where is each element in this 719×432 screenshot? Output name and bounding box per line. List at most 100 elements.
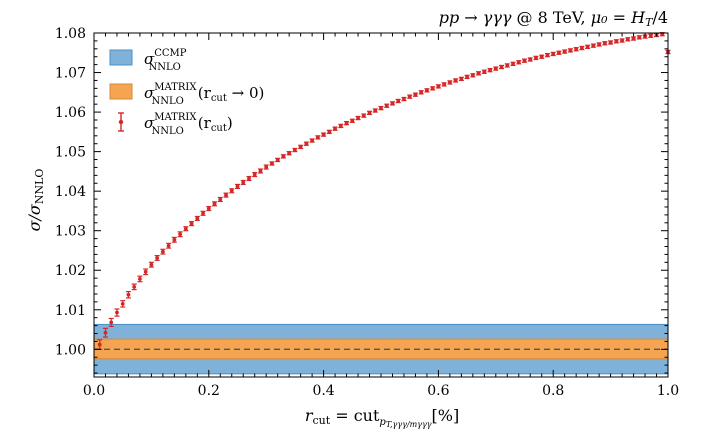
y-tick-label-6: 1.05 bbox=[55, 145, 86, 161]
data-point-87 bbox=[590, 43, 596, 48]
data-point-30 bbox=[263, 164, 269, 170]
data-point-26 bbox=[240, 179, 246, 186]
data-point-20 bbox=[206, 205, 212, 212]
data-point-7 bbox=[131, 283, 137, 291]
data-point-56 bbox=[412, 92, 418, 97]
data-point-69 bbox=[487, 67, 493, 73]
data-points bbox=[97, 32, 671, 350]
y-tick-label-3: 1.02 bbox=[55, 263, 86, 279]
data-point-73 bbox=[510, 61, 516, 67]
data-point-90 bbox=[608, 40, 614, 45]
data-point-8 bbox=[137, 275, 143, 283]
x-axis-ticks: 0.0 0.2 0.4 0.6 0.8 1.0 bbox=[83, 33, 679, 399]
data-point-66 bbox=[470, 73, 476, 78]
data-point-38 bbox=[309, 138, 315, 143]
data-point-21 bbox=[212, 201, 218, 207]
data-point-12 bbox=[160, 248, 166, 255]
data-point-2 bbox=[102, 327, 108, 338]
data-point-40 bbox=[321, 132, 327, 137]
legend-marker-matrix-rcut bbox=[118, 112, 124, 132]
data-point-44 bbox=[344, 120, 350, 126]
data-point-37 bbox=[303, 141, 309, 146]
legend-swatch-ccmp bbox=[109, 49, 133, 66]
data-point-64 bbox=[458, 76, 464, 82]
data-point-24 bbox=[229, 188, 235, 194]
data-point-75 bbox=[522, 58, 527, 63]
legend-swatch-matrix-limit bbox=[109, 83, 133, 100]
data-point-78 bbox=[539, 54, 545, 59]
data-point-61 bbox=[441, 82, 447, 87]
data-point-41 bbox=[326, 129, 332, 135]
data-point-62 bbox=[447, 80, 453, 85]
data-point-43 bbox=[338, 123, 344, 129]
data-point-9 bbox=[143, 268, 149, 276]
y-axis-label: σ/σNNLO bbox=[25, 169, 46, 232]
data-point-3 bbox=[108, 317, 114, 327]
legend-label-matrix-limit: σMATRIX NNLO (rcut → 0) bbox=[144, 82, 264, 107]
x-tick-label-6: 1.0 bbox=[657, 383, 679, 399]
data-point-47 bbox=[361, 113, 367, 118]
data-point-72 bbox=[504, 63, 510, 68]
data-point-22 bbox=[217, 196, 223, 203]
data-point-48 bbox=[367, 110, 373, 116]
data-point-23 bbox=[223, 192, 229, 198]
y-tick-label-2: 1.01 bbox=[55, 303, 86, 319]
data-point-25 bbox=[235, 183, 240, 189]
chart-title: pp → γγγ @ 8 TeV, μ₀ = HT/4 bbox=[439, 8, 668, 29]
data-point-85 bbox=[579, 45, 585, 51]
data-point-63 bbox=[453, 78, 459, 83]
data-point-51 bbox=[384, 103, 390, 108]
data-point-80 bbox=[550, 51, 556, 57]
data-point-93 bbox=[625, 37, 631, 42]
data-point-18 bbox=[194, 215, 200, 222]
band-2 bbox=[93, 338, 669, 360]
data-point-45 bbox=[349, 118, 355, 123]
x-tick-label-1: 0.0 bbox=[83, 383, 105, 399]
data-point-55 bbox=[407, 94, 413, 99]
x-tick-label-4: 0.6 bbox=[427, 383, 449, 399]
data-point-34 bbox=[286, 151, 292, 156]
data-point-11 bbox=[154, 255, 160, 261]
legend-label-matrix-rcut: σMATRIX NNLO (rcut) bbox=[144, 112, 233, 137]
data-point-81 bbox=[556, 50, 562, 55]
data-point-76 bbox=[527, 57, 533, 62]
data-point-94 bbox=[631, 36, 637, 41]
data-point-42 bbox=[332, 126, 338, 131]
data-point-13 bbox=[166, 242, 172, 249]
data-point-36 bbox=[298, 144, 304, 150]
data-point-16 bbox=[183, 226, 189, 232]
data-point-97 bbox=[648, 33, 654, 38]
data-point-46 bbox=[355, 115, 361, 121]
data-point-65 bbox=[464, 74, 470, 80]
data-point-15 bbox=[177, 231, 183, 238]
data-point-92 bbox=[619, 38, 625, 43]
data-point-39 bbox=[315, 135, 321, 140]
data-point-6 bbox=[125, 290, 131, 299]
data-point-31 bbox=[269, 161, 275, 166]
data-point-86 bbox=[585, 44, 591, 50]
data-point-28 bbox=[252, 171, 258, 178]
data-point-27 bbox=[246, 175, 252, 182]
data-point-74 bbox=[516, 60, 522, 65]
data-point-32 bbox=[275, 157, 281, 163]
legend: σCCMP NNLO σMATRIX NNLO (rcut → 0) σMATRIX N… bbox=[109, 48, 264, 137]
data-point-89 bbox=[602, 41, 608, 46]
x-tick-label-5: 0.8 bbox=[542, 383, 564, 399]
data-point-33 bbox=[280, 154, 286, 159]
y-tick-label-5: 1.04 bbox=[55, 184, 86, 200]
data-point-83 bbox=[567, 48, 573, 53]
data-point-29 bbox=[257, 168, 263, 174]
x-axis-label: rcut = cutpT,γγγ/mγγγ[%] bbox=[305, 406, 459, 429]
data-point-59 bbox=[430, 86, 436, 91]
data-point-52 bbox=[389, 101, 395, 106]
x-tick-label-2: 0.2 bbox=[198, 383, 220, 399]
data-point-50 bbox=[378, 105, 384, 111]
data-point-14 bbox=[171, 236, 177, 243]
data-point-10 bbox=[148, 261, 154, 268]
data-point-35 bbox=[292, 147, 298, 153]
data-point-19 bbox=[200, 210, 206, 216]
data-point-88 bbox=[596, 42, 602, 47]
data-point-91 bbox=[613, 39, 619, 44]
data-point-58 bbox=[424, 88, 430, 93]
